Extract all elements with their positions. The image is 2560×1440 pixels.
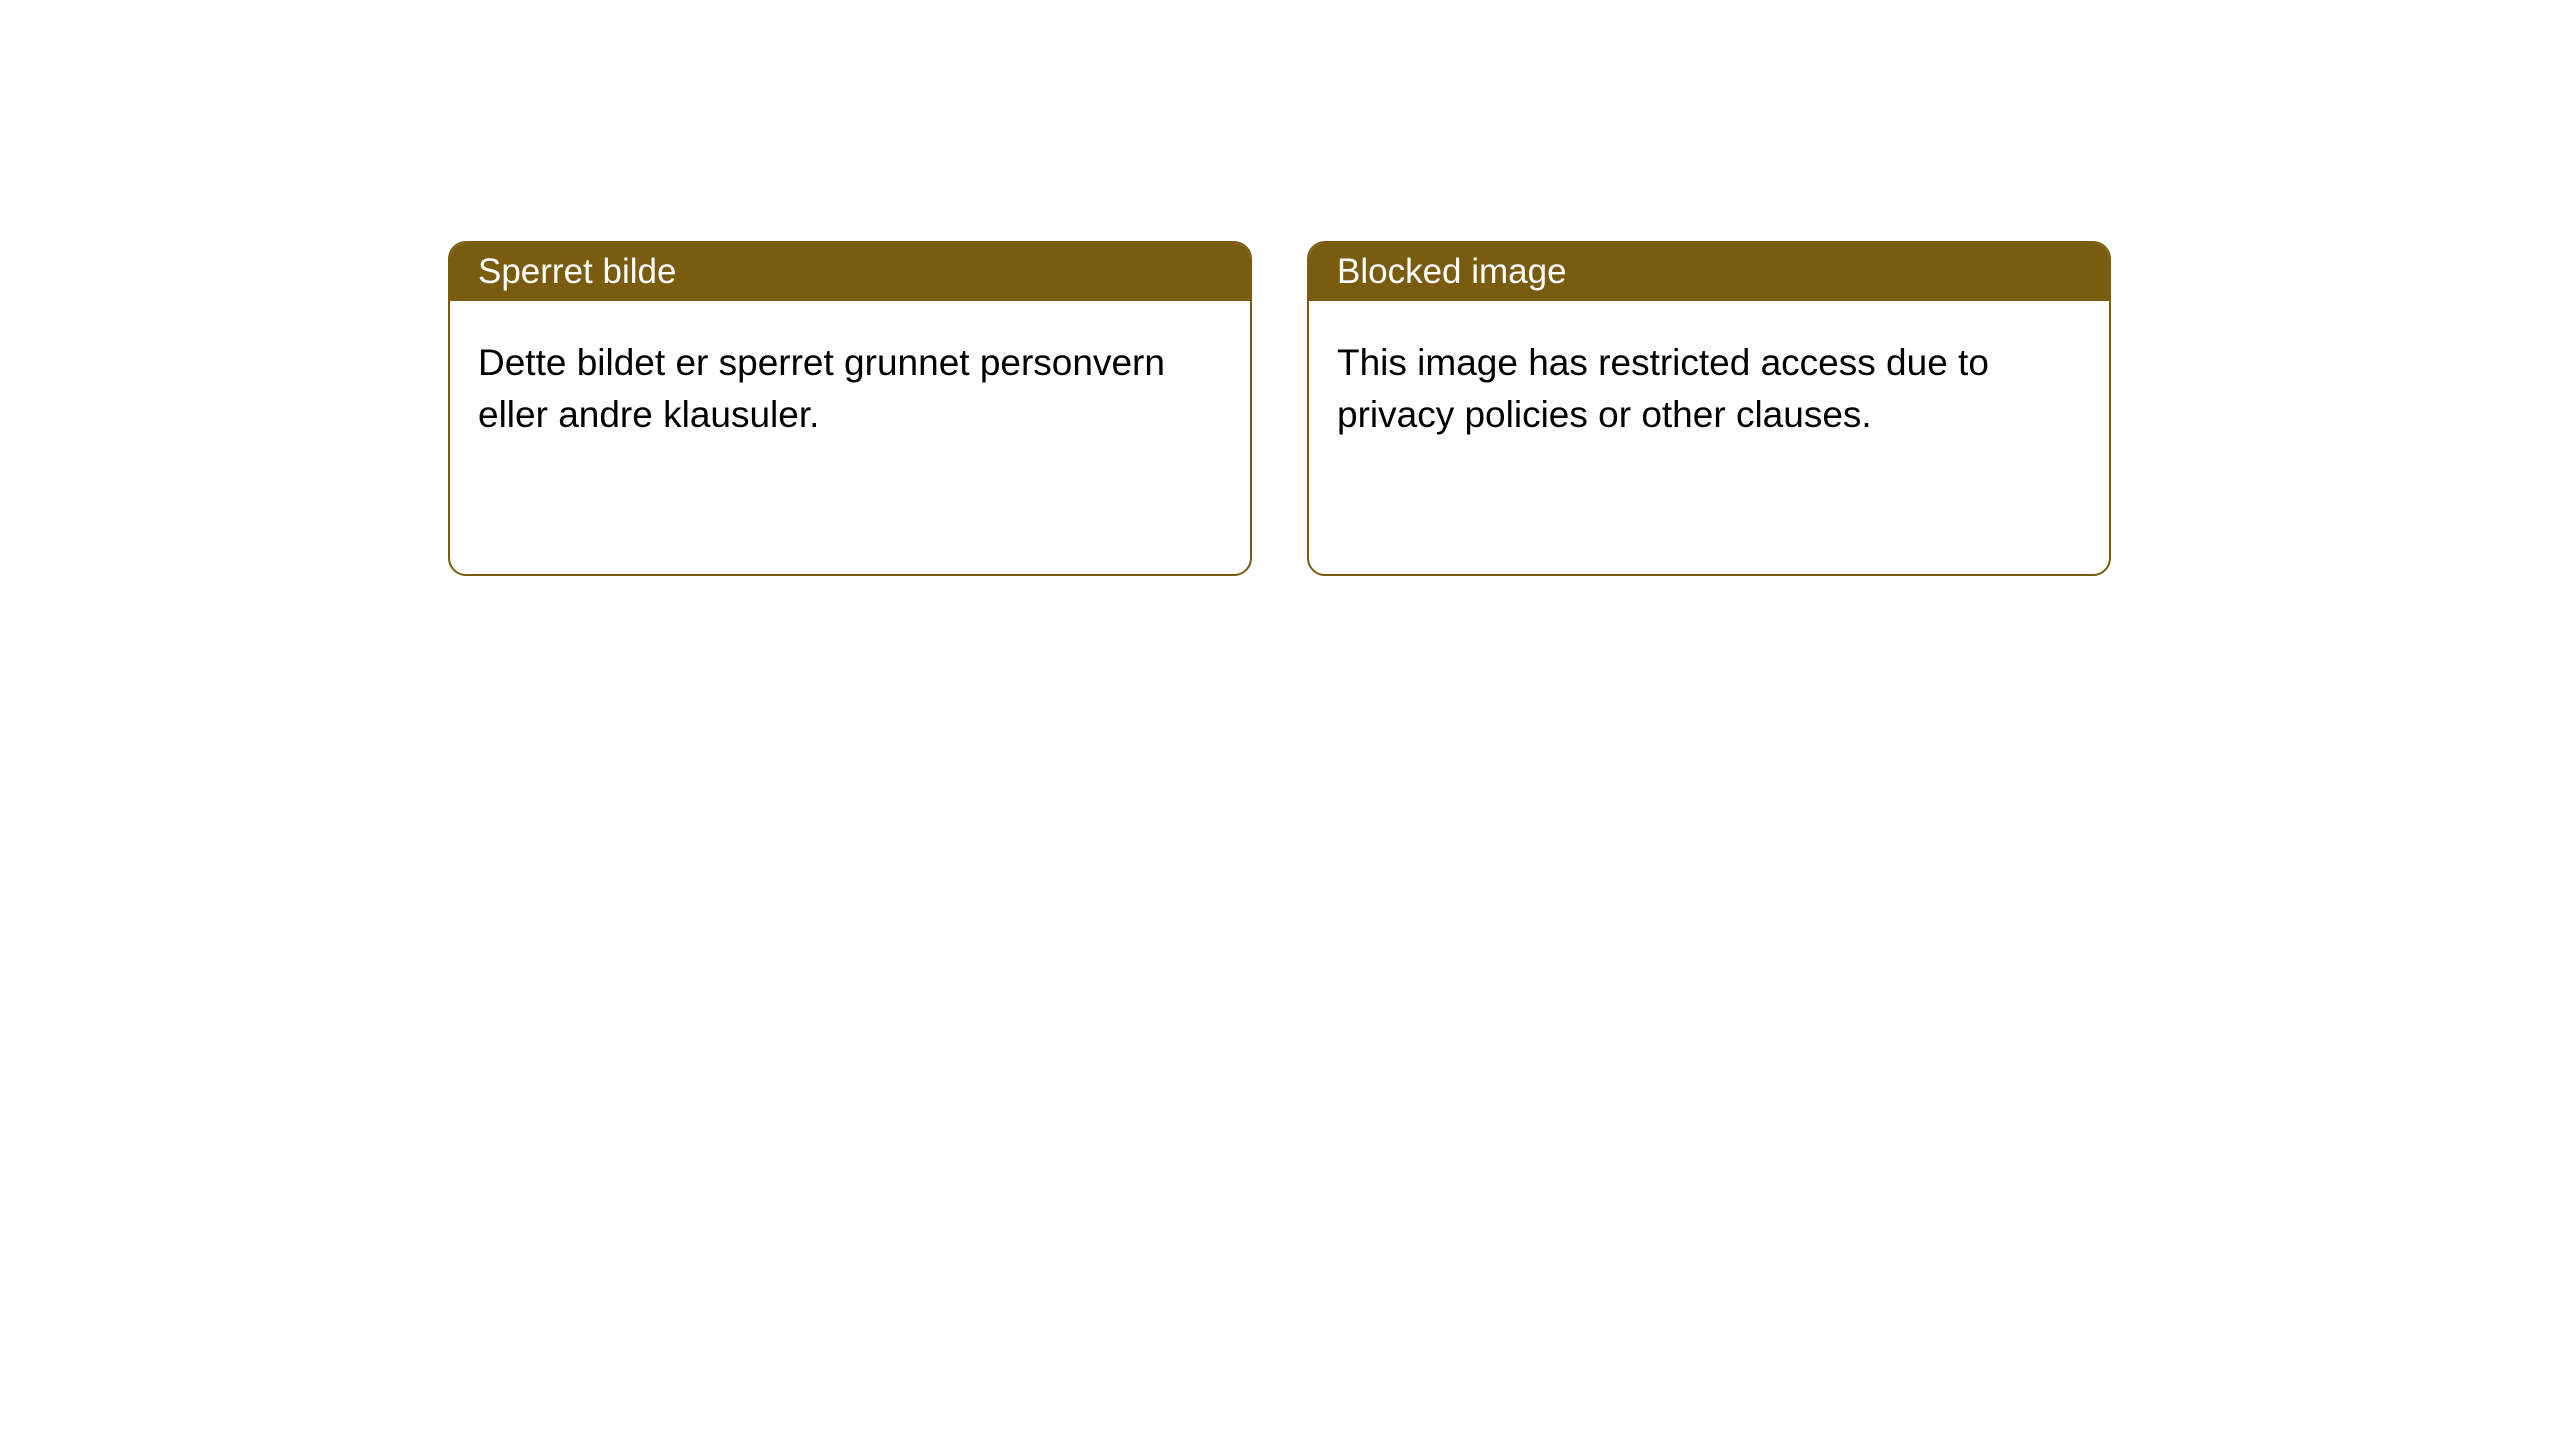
notice-body-text: Dette bildet er sperret grunnet personve… xyxy=(478,342,1165,435)
notice-box-english: Blocked image This image has restricted … xyxy=(1307,241,2111,576)
notice-title: Blocked image xyxy=(1337,252,1567,292)
notice-header: Sperret bilde xyxy=(450,243,1250,301)
notice-box-norwegian: Sperret bilde Dette bildet er sperret gr… xyxy=(448,241,1252,576)
notice-body: Dette bildet er sperret grunnet personve… xyxy=(450,301,1250,477)
notice-container: Sperret bilde Dette bildet er sperret gr… xyxy=(0,0,2560,576)
notice-title: Sperret bilde xyxy=(478,252,676,292)
notice-body-text: This image has restricted access due to … xyxy=(1337,342,1989,435)
notice-header: Blocked image xyxy=(1309,243,2109,301)
notice-body: This image has restricted access due to … xyxy=(1309,301,2109,477)
